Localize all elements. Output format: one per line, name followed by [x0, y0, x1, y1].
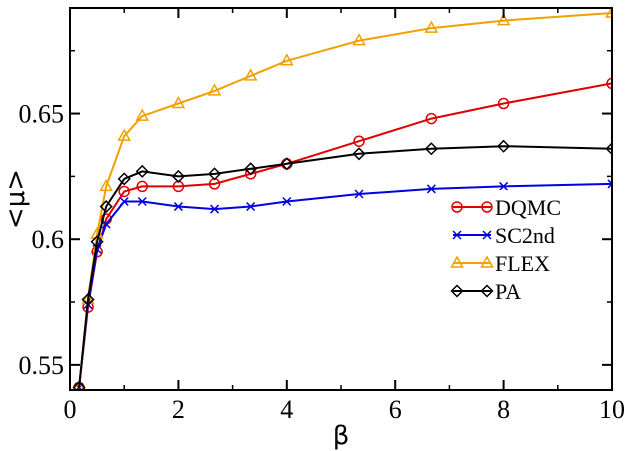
y-tick-label: 0.6 [32, 225, 65, 254]
data-point-dqmc [497, 97, 510, 110]
data-point-flex [117, 128, 131, 141]
data-point-flex [207, 83, 222, 96]
data-point-dqmc [425, 112, 438, 125]
series-line-pa [78, 145, 612, 388]
data-point-sc2nd [499, 181, 509, 191]
legend-marker-dqmc [451, 201, 463, 213]
data-point-sc2nd [426, 184, 436, 194]
plot-area [72, 8, 612, 390]
x-tick-label: 4 [280, 395, 293, 424]
legend-marker-flex [450, 255, 464, 268]
data-point-pa [99, 199, 113, 214]
data-point-pa [605, 142, 612, 156]
data-point-sc2nd [137, 196, 147, 207]
data-point-flex [424, 20, 439, 33]
x-tick-label: 0 [64, 395, 77, 424]
data-point-pa [207, 167, 222, 181]
data-point-pa [280, 157, 294, 171]
data-point-flex [496, 13, 511, 26]
data-point-flex [73, 379, 85, 390]
data-point-dqmc [136, 180, 148, 193]
data-point-pa [117, 172, 131, 186]
legend-marker-dqmc [481, 201, 493, 213]
axes: 0 2 4 6 8 10 0.55 0.6 0.65 [19, 7, 625, 424]
data-point-pa [244, 162, 258, 176]
data-point-sc2nd [119, 196, 129, 207]
data-point-sc2nd [173, 202, 183, 212]
data-point-flex [243, 68, 258, 81]
data-point-flex [135, 108, 150, 121]
legend-marker-pa [480, 284, 494, 298]
legend-label-dqmc: DQMC [495, 195, 561, 220]
data-point-pa [352, 147, 366, 161]
data-point-dqmc [118, 185, 130, 198]
y-tick-label: 0.55 [19, 351, 65, 380]
data-point-sc2nd [354, 189, 364, 199]
legend-marker-sc2nd [452, 230, 462, 240]
x-axis-title: β [333, 421, 350, 451]
data-point-pa [171, 169, 185, 183]
series-line-flex [78, 12, 612, 388]
data-point-sc2nd [282, 196, 292, 207]
legend-label-pa: PA [495, 279, 521, 304]
data-point-pa [135, 164, 149, 178]
data-point-dqmc [353, 135, 365, 147]
data-point-pa [497, 139, 511, 153]
legend-marker-flex [480, 255, 494, 268]
legend-marker-pa [450, 284, 464, 298]
x-tick-label: 10 [599, 395, 625, 424]
data-point-sc2nd [210, 204, 220, 214]
data-point-sc2nd [246, 202, 256, 212]
data-point-pa [424, 142, 438, 156]
data-point-flex [280, 53, 294, 66]
data-point-flex [605, 8, 612, 18]
legend: DQMC SC2nd FLEX PA [449, 190, 589, 310]
data-point-dqmc [606, 77, 612, 90]
legend-label-flex: FLEX [495, 251, 550, 276]
legend-label-sc2nd: SC2nd [495, 223, 555, 248]
x-tick-label: 8 [497, 395, 510, 424]
data-point-flex [99, 178, 113, 192]
data-point-pa [81, 292, 95, 307]
data-point-flex [352, 33, 366, 46]
data-point-sc2nd [607, 179, 612, 189]
data-point-sc2nd [101, 219, 111, 229]
x-tick-label: 2 [172, 395, 185, 424]
data-point-pa [90, 235, 104, 249]
data-point-flex [171, 95, 186, 109]
legend-marker-sc2nd [482, 230, 492, 240]
y-tick-label: 0.65 [19, 100, 65, 129]
data-point-pa [72, 380, 86, 390]
y-axis-title: <μ> [1, 169, 31, 229]
x-tick-label: 6 [389, 395, 402, 424]
